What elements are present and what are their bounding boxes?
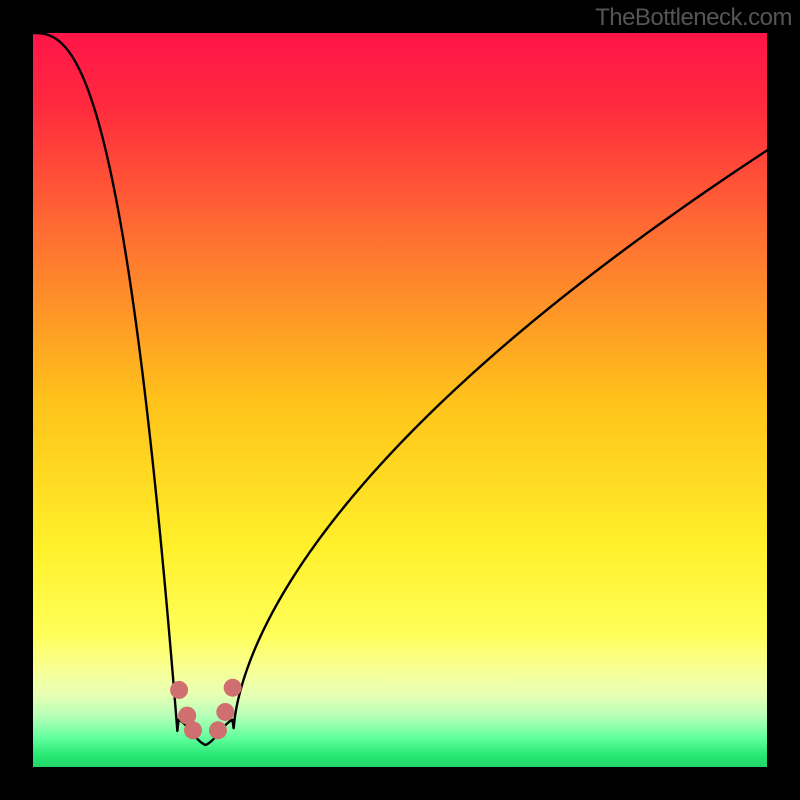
gradient-background (33, 33, 767, 767)
chart-frame: TheBottleneck.com (0, 0, 800, 800)
plot-area (33, 33, 767, 767)
marker-dot (216, 703, 234, 721)
plot-svg (33, 33, 767, 767)
marker-dot (224, 679, 242, 697)
marker-dot (184, 721, 202, 739)
marker-dot (170, 681, 188, 699)
marker-dot (209, 721, 227, 739)
watermark-text: TheBottleneck.com (595, 4, 792, 32)
